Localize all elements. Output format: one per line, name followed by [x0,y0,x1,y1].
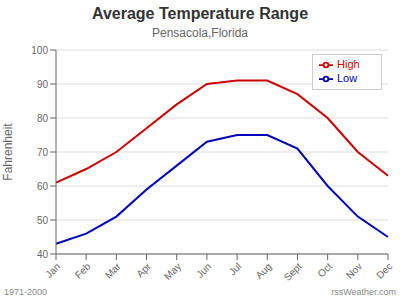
svg-text:90: 90 [37,79,49,90]
svg-text:40: 40 [37,249,49,260]
svg-text:Sept: Sept [282,261,304,283]
html-text:rssWeather.com: rssWeather.com [331,287,396,297]
svg-text:Oct: Oct [315,261,334,280]
svg-text:Dec: Dec [374,261,392,281]
svg-text:Aug: Aug [253,261,273,281]
svg-text:Jan: Jan [43,261,62,280]
svg-text:Nov: Nov [344,261,364,281]
svg-text:Jun: Jun [194,261,213,280]
html-text:1971-2000: 1971-2000 [4,287,47,297]
svg-text:Feb: Feb [73,260,93,280]
html-text:Average Temperature Range: Average Temperature Range [92,5,308,22]
svg-text:Apr: Apr [134,260,153,279]
html-text:Pensacola,Florida: Pensacola,Florida [152,26,248,40]
svg-text:80: 80 [37,113,49,124]
svg-text:Mar: Mar [103,260,123,280]
svg-text:Jul: Jul [227,261,244,278]
svg-text:50: 50 [37,215,49,226]
svg-text:May: May [162,261,183,282]
svg-text:60: 60 [37,181,49,192]
svg-text:100: 100 [31,45,48,56]
svg-text:70: 70 [37,147,49,158]
svg-text:Fahrenheit: Fahrenheit [8,123,15,181]
html-text:Low: Low [337,72,358,85]
html-text:High: High [337,58,360,70]
